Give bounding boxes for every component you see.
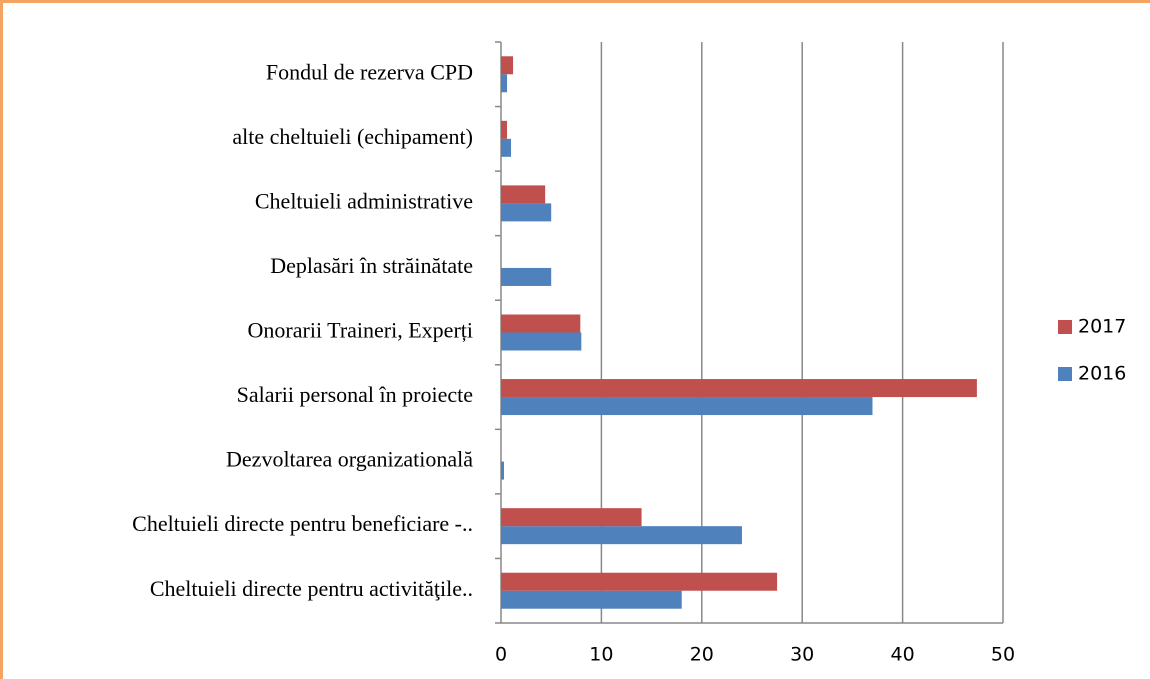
legend-swatch: [1058, 320, 1072, 334]
bar: [501, 138, 512, 157]
legend-swatch: [1058, 367, 1072, 381]
x-tick-label: 30: [790, 644, 814, 666]
y-tick-label: Cheltuieli administrative: [255, 188, 473, 213]
bar: [501, 314, 581, 333]
legend-label: 2016: [1078, 363, 1126, 385]
bar: [501, 461, 505, 480]
bar: [501, 203, 552, 222]
y-tick-label: alte cheltuieli (echipament): [232, 124, 473, 149]
y-tick-label: Deplasări în străinătate: [270, 253, 473, 278]
bar: [501, 590, 682, 609]
y-tick-label: Cheltuieli directe pentru beneficiare -.…: [132, 511, 473, 536]
bar: [501, 74, 508, 93]
legend-label: 2017: [1078, 316, 1126, 338]
y-tick-label: Cheltuieli directe pentru activităţile..: [150, 576, 473, 601]
x-tick-label: 20: [690, 644, 714, 666]
x-tick-label: 40: [891, 644, 915, 666]
y-tick-label: Fondul de rezerva CPD: [266, 59, 473, 84]
y-tick-label: Onorarii Traineri, Experți: [248, 318, 473, 343]
bar: [501, 185, 546, 204]
bar: [501, 379, 977, 398]
bar: [501, 267, 552, 286]
y-tick-label: Dezvoltarea organizatională: [226, 447, 473, 472]
bar: [501, 397, 873, 416]
x-tick-label: 10: [589, 644, 613, 666]
x-tick-label: 50: [991, 644, 1015, 666]
bar: [501, 332, 582, 351]
bar: [501, 526, 742, 545]
x-tick-label: 0: [495, 644, 507, 666]
bar: [501, 120, 508, 139]
y-tick-label: Salarii personal în proiecte: [237, 382, 473, 407]
bar: [501, 56, 514, 75]
bar: [501, 572, 778, 591]
bar: [501, 508, 642, 527]
